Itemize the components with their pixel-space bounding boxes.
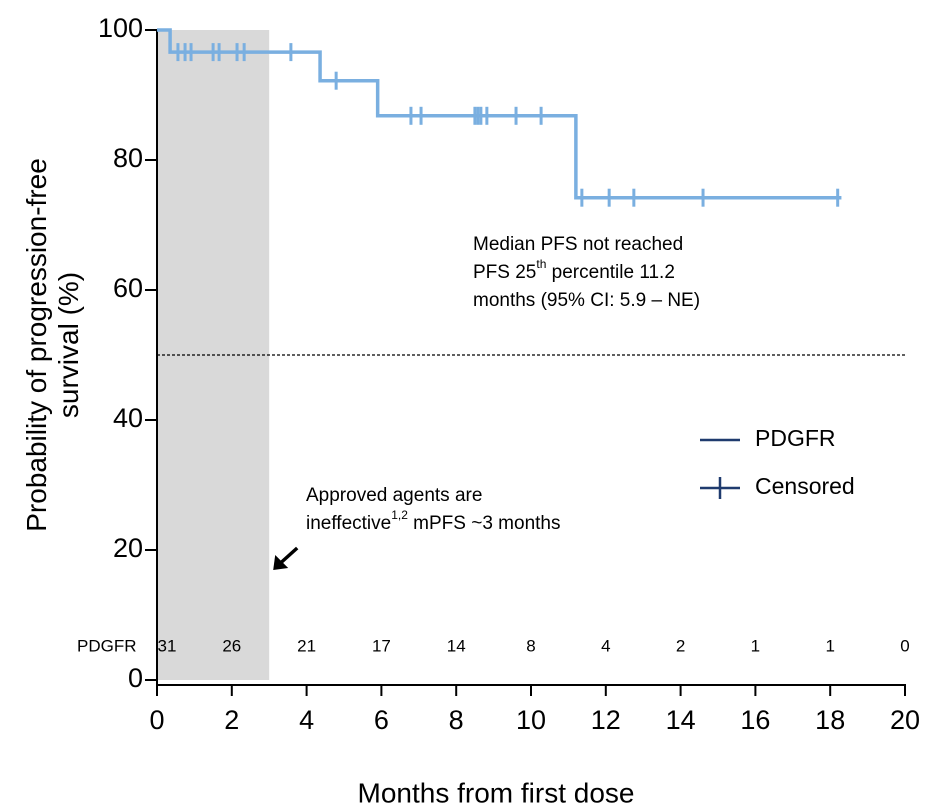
annotation-text: PFS 25 [473, 262, 536, 283]
at-risk-value: 1 [751, 636, 760, 655]
survival-curve [157, 28, 842, 200]
y-axis-title-line: survival (%) [53, 272, 84, 418]
at-risk-value: 0 [900, 636, 909, 655]
at-risk-value: 4 [601, 636, 610, 655]
y-axis-title: Probability of progression-freesurvival … [21, 158, 84, 532]
legend-label: Censored [755, 473, 855, 499]
at-risk-value: 31 [158, 636, 177, 655]
x-tick-label: 20 [890, 705, 920, 735]
arrow-head [273, 555, 289, 570]
y-tick-label: 20 [113, 533, 143, 563]
annotation-text: months (95% CI: 5.9 – NE) [473, 290, 700, 311]
x-tick-label: 2 [224, 705, 239, 735]
x-tick-label: 16 [740, 705, 770, 735]
y-tick-label: 60 [113, 273, 143, 303]
annotation-text: percentile 11.2 [546, 262, 675, 283]
annotation-text: Approved agents are [306, 485, 482, 506]
at-risk-value: 2 [676, 636, 685, 655]
y-tick-label: 80 [113, 143, 143, 173]
at-risk-value: 26 [222, 636, 241, 655]
at-risk-label: PDGFR [77, 636, 137, 655]
x-tick-label: 0 [149, 705, 164, 735]
annotation-text: Median PFS not reached [473, 234, 683, 255]
annotation-sup: 1,2 [391, 508, 408, 522]
legend-label: PDGFR [755, 425, 836, 451]
x-tick-label: 12 [591, 705, 621, 735]
y-tick-label: 0 [128, 663, 143, 693]
at-risk-value: 1 [825, 636, 834, 655]
x-axis-title: Months from first dose [358, 777, 635, 808]
at-risk-value: 8 [526, 636, 535, 655]
x-tick-label: 14 [666, 705, 696, 735]
annotation-text: ineffective [306, 513, 391, 534]
x-tick-label: 8 [449, 705, 464, 735]
x-tick-label: 4 [299, 705, 314, 735]
x-tick-label: 10 [516, 705, 546, 735]
annotation: PFS 25th percentile 11.2 [473, 257, 675, 283]
annotation-sup: th [536, 257, 546, 271]
x-tick-label: 18 [815, 705, 845, 735]
y-tick-label: 100 [98, 13, 143, 43]
at-risk-value: 21 [297, 636, 316, 655]
annotation: months (95% CI: 5.9 – NE) [473, 290, 700, 311]
x-tick-label: 6 [374, 705, 389, 735]
y-tick-label: 40 [113, 403, 143, 433]
at-risk-value: 17 [372, 636, 391, 655]
annotation-text: mPFS ~3 months [408, 513, 561, 534]
annotation: Median PFS not reached [473, 234, 683, 255]
y-axis-title-line: Probability of progression-free [21, 158, 52, 532]
annotation: ineffective1,2 mPFS ~3 months [306, 508, 560, 534]
at-risk-value: 14 [447, 636, 466, 655]
annotation: Approved agents are [306, 485, 482, 506]
